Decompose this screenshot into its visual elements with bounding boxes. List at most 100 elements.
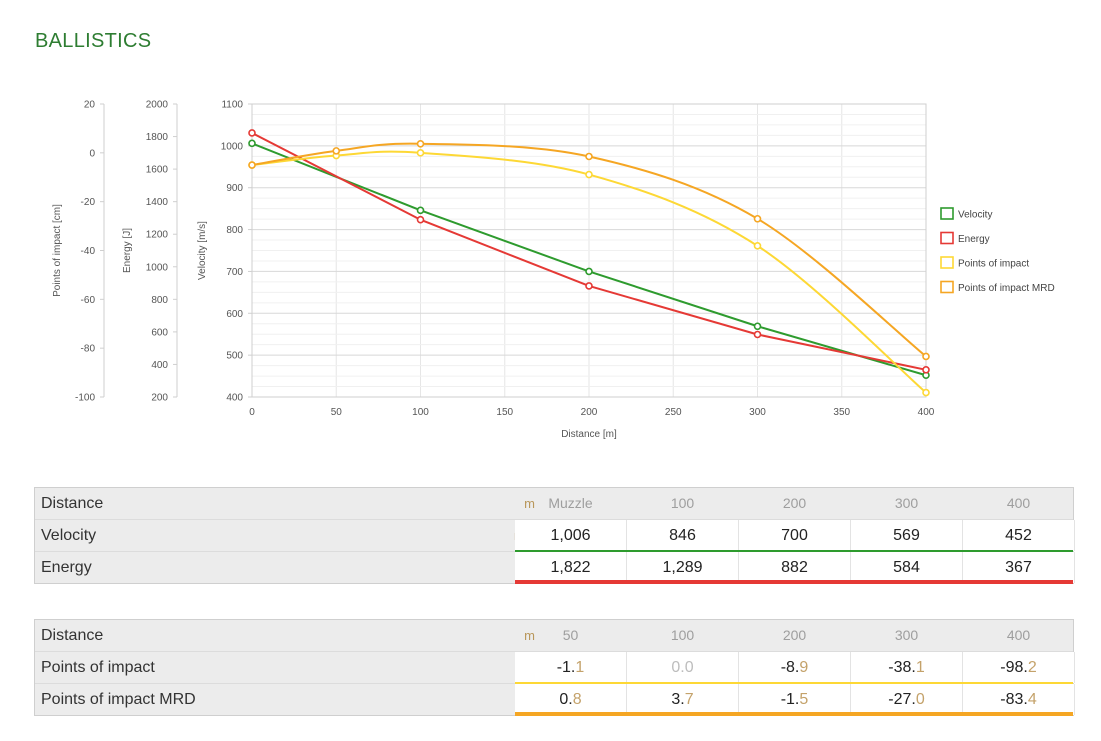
row-unit: m [524, 628, 535, 643]
table-row-distance: Distance m Muzzle 100 200 300 400 [35, 488, 1073, 520]
distance-cell: 300 [894, 495, 919, 511]
energy-point [248, 129, 256, 137]
poi-cell: -8.9 [739, 652, 851, 683]
points-of-impact-mrd-point [922, 352, 930, 361]
poi-mrd-underline [515, 712, 1073, 716]
poi-tick-label: -20 [81, 197, 96, 208]
energy-cell: 1,289 [627, 552, 739, 583]
points-of-impact-mrd-point [332, 147, 341, 155]
energy-point [416, 215, 425, 224]
energy-tick-label: 800 [151, 295, 168, 306]
distance-cell: 300 [894, 627, 919, 643]
energy-cell: 367 [963, 552, 1075, 583]
distance-cell: 200 [782, 627, 807, 643]
energy-tick-label: 200 [151, 393, 168, 404]
legend-swatch-points-of-impact-mrd [940, 280, 954, 294]
velocity-cell: 569 [851, 520, 963, 551]
poi-tick-label: -40 [81, 246, 96, 257]
energy-point [585, 282, 593, 290]
poi-mrd-cell: -27.0 [851, 684, 963, 715]
legend-label-energy: Energy [958, 234, 990, 245]
table-row-velocity: Velocity m/s 1,006 846 700 569 452 [35, 520, 1075, 553]
points-of-impact-point [416, 149, 425, 157]
table-row-points-of-impact-mrd: Points of impact MRD cm 0.8 3.7 -1.5 -27… [35, 684, 1075, 716]
velocity-tick-label: 700 [226, 267, 243, 278]
poi-tick-label: -60 [81, 295, 96, 306]
page-title: BALLISTICS [35, 30, 152, 52]
points-of-impact-point [922, 388, 930, 397]
points-of-impact-table: Distance m 50 100 200 300 400 Points of … [34, 619, 1075, 716]
velocity-cell: 452 [963, 520, 1075, 551]
x-tick-label: 150 [496, 407, 513, 418]
energy-tick-label: 1400 [146, 197, 169, 208]
poi-cell: -98.2 [963, 652, 1075, 683]
distance-cell: 100 [670, 627, 695, 643]
distance-cell: 50 [562, 627, 579, 643]
points-of-impact-mrd-point [753, 214, 762, 223]
distance-cell: Muzzle [548, 495, 593, 511]
energy-point [922, 366, 930, 374]
x-axis-label: Distance [m] [561, 429, 617, 440]
energy-cell: 1,822 [515, 552, 627, 583]
poi-tick-label: -100 [75, 393, 95, 404]
x-tick-label: 350 [833, 407, 850, 418]
energy-cell: 882 [739, 552, 851, 583]
energy-tick-label: 1800 [146, 132, 169, 143]
poi-mrd-cell: -1.5 [739, 684, 851, 715]
energy-tick-label: 1600 [146, 165, 169, 176]
x-tick-label: 100 [412, 407, 429, 418]
points-of-impact-point [585, 170, 593, 179]
velocity-cell: 700 [739, 520, 851, 551]
velocity-cell: 846 [627, 520, 739, 551]
plot-border [251, 103, 927, 398]
velocity-tick-label: 900 [226, 183, 243, 194]
points-of-impact-mrd-point [585, 152, 593, 161]
table-row-points-of-impact: Points of impact cm -1.1 0.0 -8.9 -38.1 … [35, 652, 1075, 685]
velocity-point [248, 139, 256, 148]
poi-mrd-cell: 3.7 [627, 684, 739, 715]
legend-swatch-energy [940, 231, 954, 245]
row-label: Points of impact [41, 659, 155, 676]
x-tick-label: 400 [918, 407, 935, 418]
velocity-underline [515, 550, 1073, 553]
energy-underline [515, 580, 1073, 584]
velocity-tick-label: 800 [226, 225, 243, 236]
distance-cell: 100 [670, 495, 695, 511]
velocity-cell: 1,006 [515, 520, 627, 551]
poi-mrd-cell: 0.8 [515, 684, 627, 715]
poi-axis-label: Points of impact [cm] [52, 204, 63, 297]
velocity-point [416, 206, 425, 215]
velocity-tick-label: 600 [226, 309, 243, 320]
poi-cell: -1.1 [515, 652, 627, 683]
legend-label-points-of-impact-mrd: Points of impact MRD [958, 283, 1055, 294]
energy-cell: 584 [851, 552, 963, 583]
energy-tick-label: 1200 [146, 230, 169, 241]
energy-tick-label: 400 [151, 360, 168, 371]
velocity-tick-label: 500 [226, 351, 243, 362]
legend-swatch-velocity [940, 207, 954, 220]
row-label: Distance [41, 495, 104, 512]
poi-tick-label: -80 [81, 344, 96, 355]
poi-mrd-cell: -83.4 [963, 684, 1075, 715]
velocity-point [585, 267, 593, 276]
distance-cell: 400 [1006, 627, 1031, 643]
poi-underline [515, 682, 1073, 685]
legend-label-velocity: Velocity [958, 210, 992, 221]
row-label: Energy [41, 559, 92, 576]
poi-cell: -38.1 [851, 652, 963, 683]
table-row-energy: Energy J 1,822 1,289 882 584 367 [35, 552, 1075, 584]
x-tick-label: 250 [665, 407, 682, 418]
points-of-impact-mrd-point [416, 139, 425, 148]
row-label: Distance [41, 627, 104, 644]
x-tick-label: 300 [749, 407, 766, 418]
distance-cell: 400 [1006, 495, 1031, 511]
points-of-impact-point [753, 242, 762, 250]
row-unit: m [524, 496, 535, 511]
velocity-axis-label: Velocity [m/s] [197, 221, 208, 280]
energy-tick-label: 2000 [146, 100, 169, 111]
points-of-impact-mrd-point [248, 161, 256, 169]
poi-tick-label: 0 [89, 148, 95, 159]
velocity-energy-table: Distance m Muzzle 100 200 300 400 Veloci… [34, 487, 1075, 584]
energy-tick-label: 1000 [146, 262, 169, 273]
velocity-point [753, 322, 762, 331]
